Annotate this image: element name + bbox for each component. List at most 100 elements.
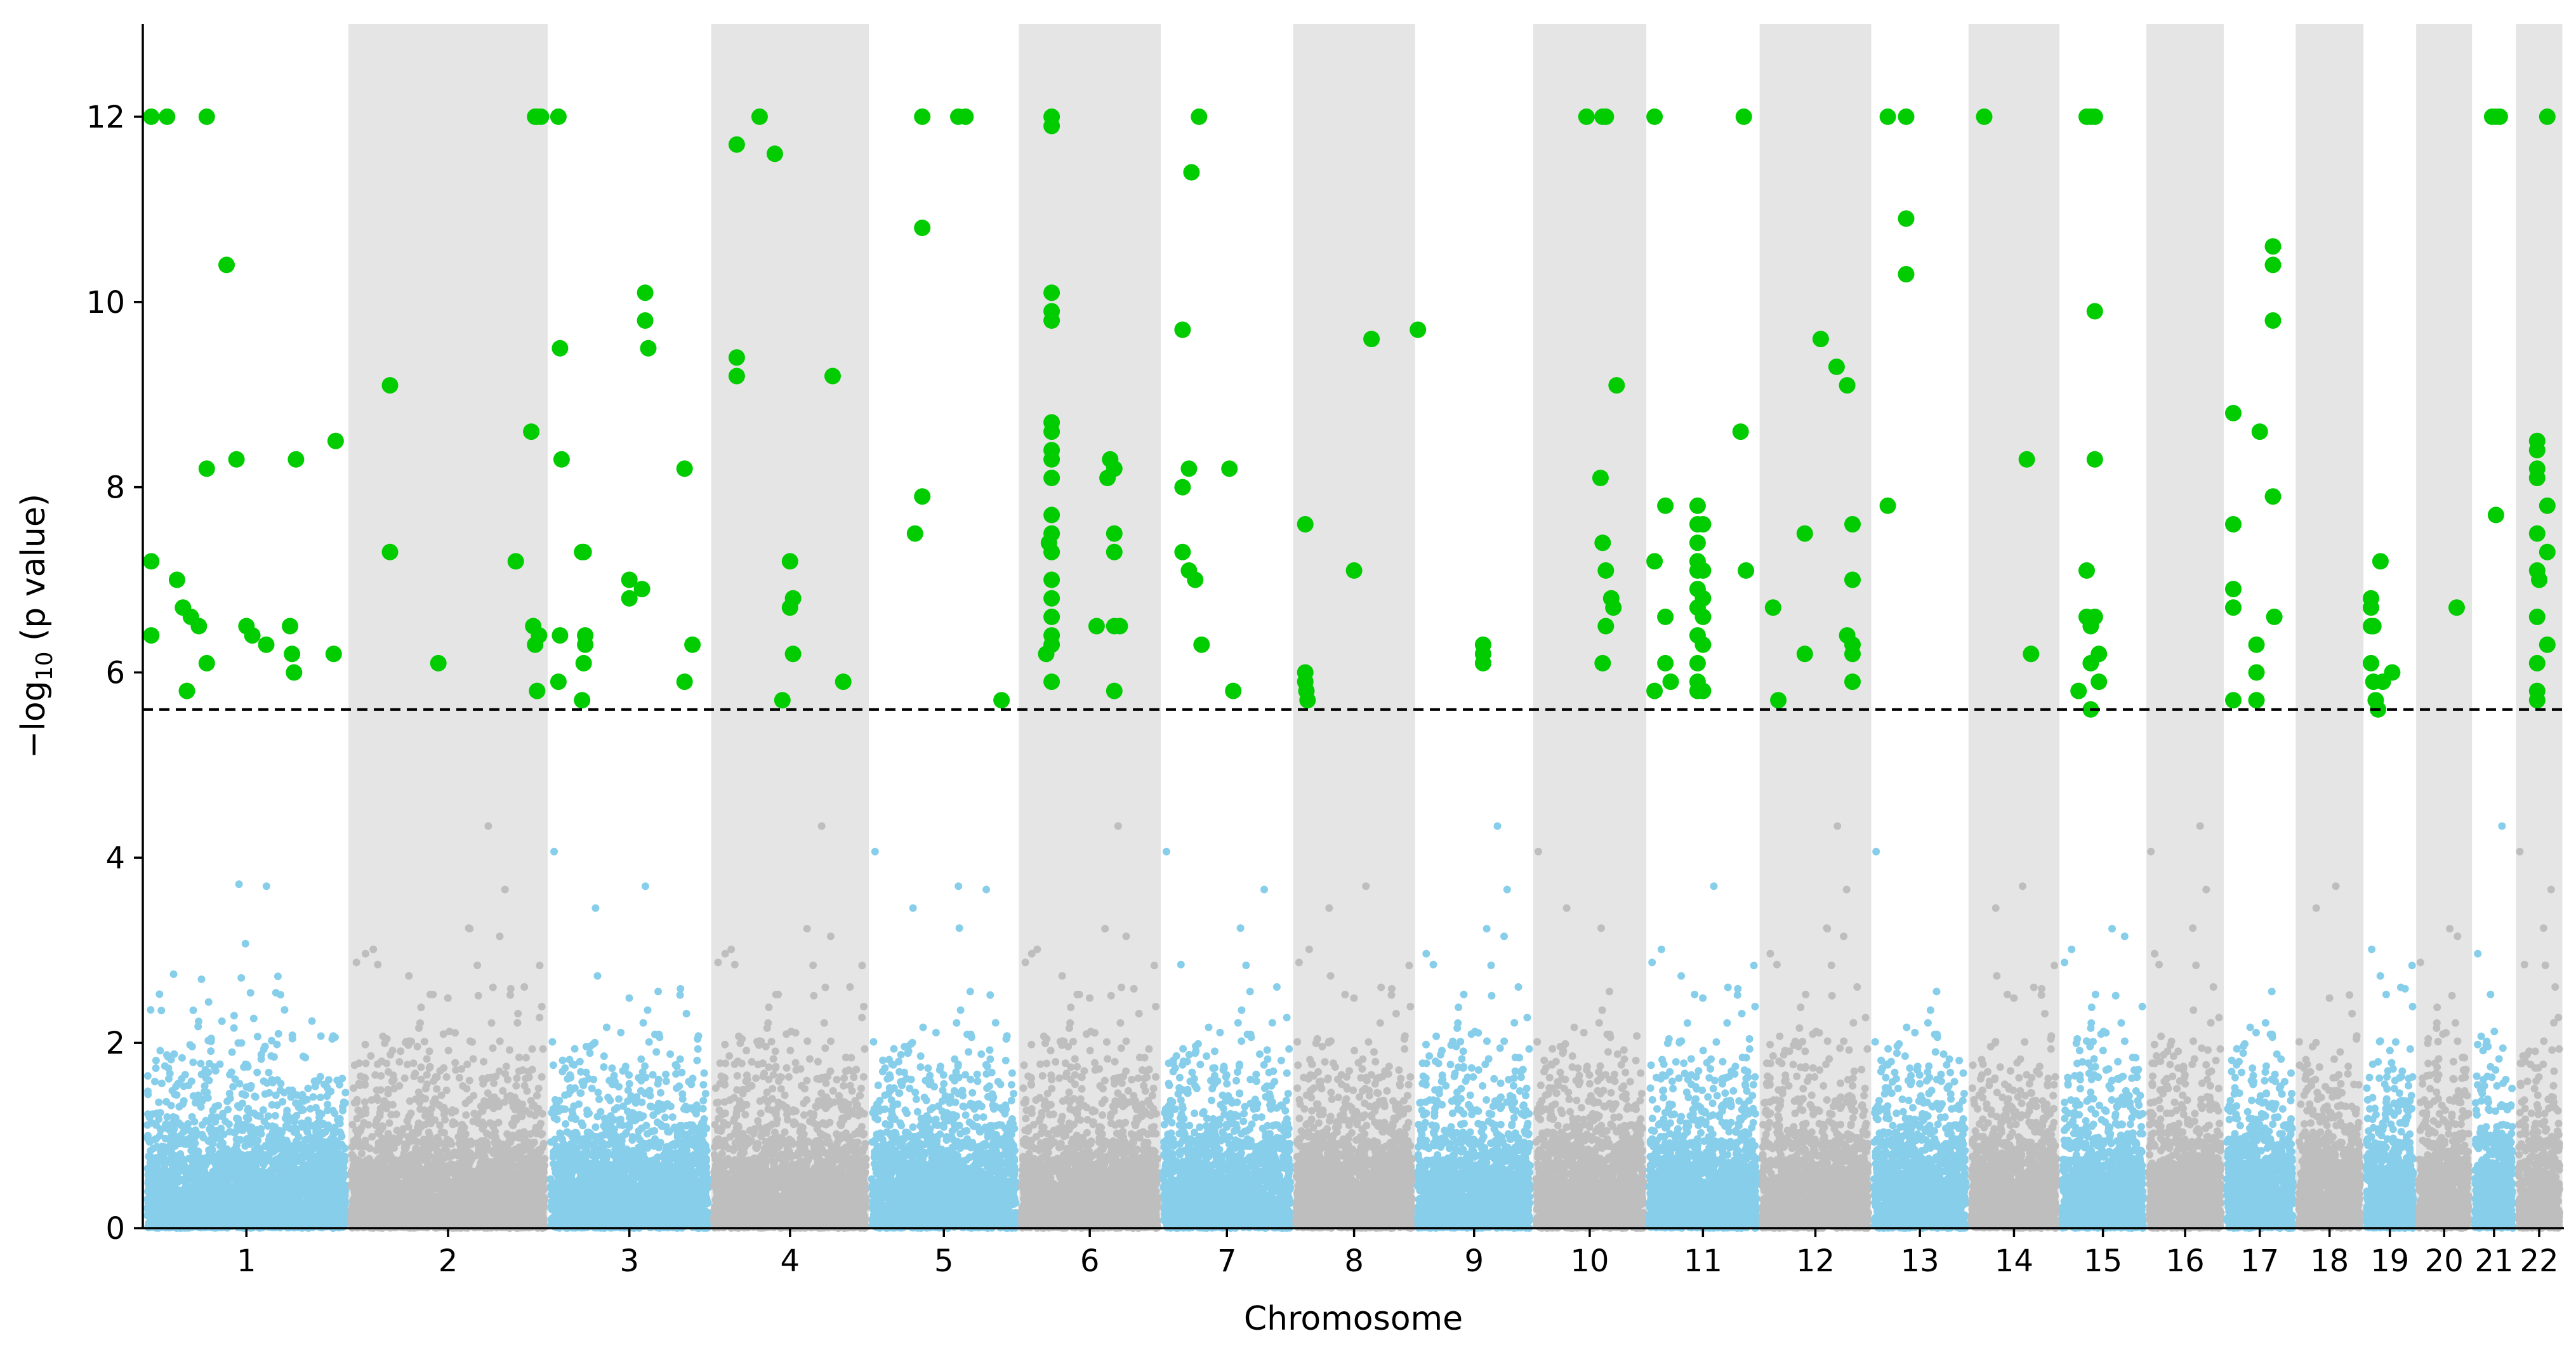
background-point <box>162 1098 170 1106</box>
background-point <box>317 1032 325 1040</box>
background-point <box>147 1006 154 1014</box>
background-point <box>281 1176 288 1184</box>
background-point <box>198 976 206 983</box>
background-point <box>236 1150 244 1158</box>
background-point <box>254 1183 261 1191</box>
background-point <box>315 1109 323 1116</box>
background-point <box>206 1200 213 1207</box>
background-point <box>225 1182 233 1189</box>
background-point <box>258 1056 265 1063</box>
background-point <box>254 1033 261 1040</box>
background-point <box>244 1063 252 1071</box>
background-point <box>305 1201 312 1208</box>
background-point <box>155 1158 163 1165</box>
background-point <box>182 1168 189 1175</box>
background-point <box>178 1122 185 1129</box>
background-point <box>195 1017 202 1025</box>
background-point <box>291 1117 299 1125</box>
background-point <box>174 1178 182 1186</box>
background-point <box>309 1168 317 1175</box>
background-point <box>253 1069 261 1076</box>
background-point <box>155 990 163 998</box>
background-point <box>307 1105 314 1113</box>
background-point <box>144 1072 152 1080</box>
background-point <box>275 1127 282 1134</box>
background-point <box>248 1168 256 1176</box>
background-point <box>209 1139 217 1147</box>
background-point <box>146 1138 154 1146</box>
background-point <box>209 1184 217 1192</box>
background-point <box>162 1120 170 1128</box>
background-point <box>336 1194 344 1202</box>
background-point <box>267 1052 275 1060</box>
background-point <box>235 1102 242 1110</box>
background-point <box>235 880 243 888</box>
background-point <box>268 1076 275 1083</box>
background-point <box>190 1007 197 1014</box>
background-point <box>444 995 452 1002</box>
background-point <box>240 1160 248 1168</box>
background-point <box>281 1006 288 1014</box>
background-point <box>187 1155 195 1163</box>
background-point <box>328 1035 336 1043</box>
background-point <box>232 1075 239 1083</box>
background-point <box>281 1214 288 1222</box>
background-point <box>272 1092 280 1099</box>
background-point <box>211 1063 218 1071</box>
background-point <box>293 1207 300 1215</box>
background-point <box>320 1081 328 1089</box>
background-point <box>317 1094 324 1101</box>
background-point <box>269 1195 277 1203</box>
background-point <box>194 1130 201 1137</box>
background-point <box>289 1035 296 1043</box>
background-point <box>276 1168 284 1175</box>
background-point <box>259 1167 267 1175</box>
background-point <box>259 1175 267 1182</box>
background-point <box>230 1203 237 1211</box>
background-point <box>230 1163 238 1170</box>
background-point <box>243 1124 251 1132</box>
background-point <box>308 1017 316 1025</box>
background-point <box>300 1052 307 1060</box>
background-point <box>234 1126 241 1134</box>
background-point <box>215 1169 222 1177</box>
background-point <box>287 1218 295 1226</box>
background-point <box>237 974 245 982</box>
background-point <box>275 1030 282 1038</box>
background-point <box>300 1106 307 1114</box>
background-point <box>261 1090 269 1098</box>
background-point <box>340 1181 347 1188</box>
background-point <box>156 1132 164 1139</box>
background-point <box>270 1159 277 1167</box>
background-point <box>249 1156 257 1163</box>
background-point <box>157 1007 165 1014</box>
background-point <box>149 1190 157 1198</box>
background-point <box>219 1139 227 1147</box>
background-point <box>144 1090 152 1098</box>
background-point <box>246 1141 254 1148</box>
background-point <box>233 1221 241 1228</box>
background-point <box>329 1177 337 1185</box>
background-point <box>263 1188 270 1196</box>
background-point <box>232 1179 240 1187</box>
background-point <box>294 1141 302 1148</box>
chromosome-band-16 <box>2146 24 2224 1228</box>
background-point <box>208 1038 215 1045</box>
background-point <box>159 1177 167 1184</box>
background-point <box>151 1078 159 1085</box>
background-point <box>270 1148 277 1156</box>
background-point <box>303 1211 310 1219</box>
background-point <box>283 1110 291 1118</box>
background-point <box>284 1162 292 1170</box>
background-point <box>221 1196 228 1204</box>
background-point <box>279 1098 286 1106</box>
background-point <box>218 1017 226 1025</box>
background-point <box>178 1075 185 1083</box>
background-point <box>170 970 178 978</box>
background-point <box>155 1099 162 1106</box>
background-point <box>277 1080 284 1087</box>
background-point <box>253 1196 261 1203</box>
background-point <box>148 1158 155 1165</box>
background-point <box>182 1175 189 1183</box>
